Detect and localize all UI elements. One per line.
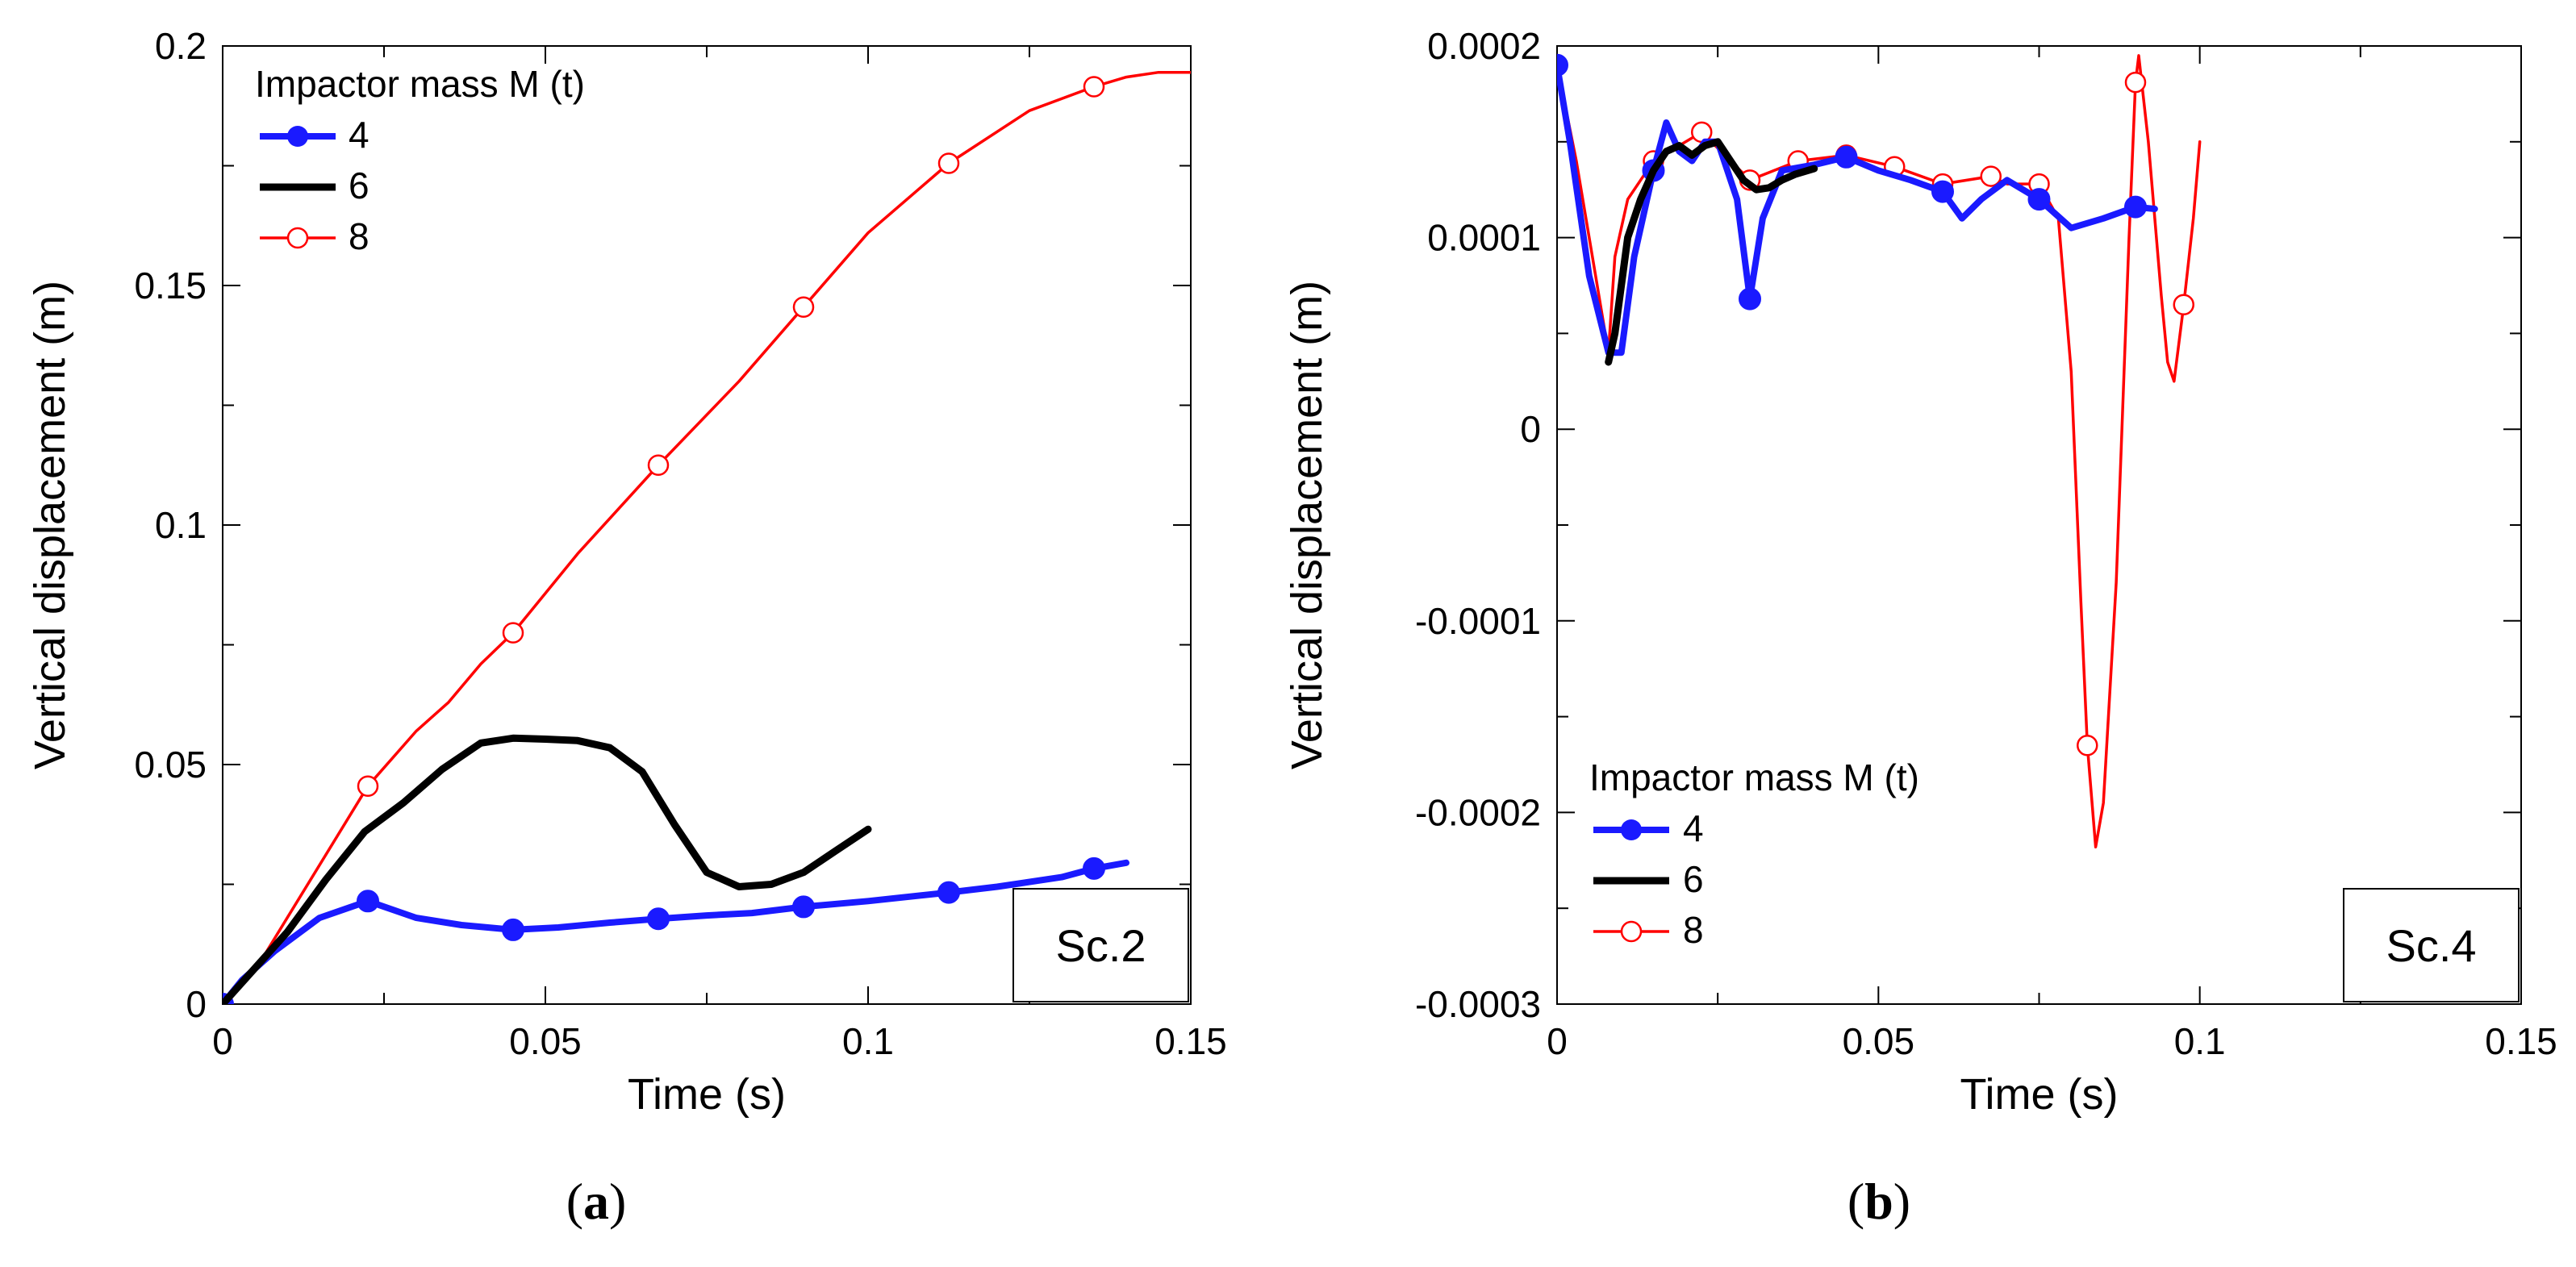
y-tick-label: -0.0002 (1415, 791, 1541, 833)
series-group (223, 70, 1191, 1004)
series-marker-8 (2077, 734, 2098, 756)
legend-marker-8 (286, 227, 309, 249)
scenario-tag-box (1012, 888, 1189, 1002)
legend-label-8: 8 (349, 215, 369, 257)
legend: Impactor mass M (t) 4 6 8 (1589, 756, 1919, 951)
series-marker-4 (357, 890, 379, 913)
legend-marker-4 (287, 126, 308, 147)
y-tick-label: -0.0003 (1415, 983, 1541, 1025)
legend-label-6: 6 (1683, 858, 1704, 900)
series-marker-8 (357, 775, 379, 797)
series-marker-8 (792, 296, 815, 318)
legend-title: Impactor mass M (t) (255, 63, 585, 105)
legend: Impactor mass M (t) 4 6 8 (255, 63, 585, 257)
y-tick-label: 0.05 (134, 744, 207, 786)
caption-close-paren: ) (609, 1173, 626, 1230)
y-tick-label: -0.0001 (1415, 600, 1541, 642)
y-axis-title: Vertical displacement (m) (1283, 281, 1331, 769)
x-tick-label: 0.1 (2174, 1020, 2226, 1062)
series-marker-8 (2173, 294, 2194, 316)
legend-marker-8 (1620, 920, 1643, 943)
series-marker-4 (1083, 856, 1105, 880)
series-line-4 (1557, 61, 2158, 356)
series-line-6 (223, 734, 872, 1004)
series-marker-8 (502, 622, 524, 644)
series-marker-4 (792, 895, 815, 919)
panel-label: b (1864, 1173, 1893, 1230)
x-tick-label: 0 (1547, 1020, 1568, 1062)
y-tick-label: 0 (186, 983, 207, 1025)
series-marker-8 (1083, 76, 1105, 98)
series-marker-4 (1557, 53, 1568, 77)
series-line-8 (223, 70, 1191, 1004)
y-axis-title: Vertical displacement (m) (26, 281, 74, 769)
panel-label: a (583, 1173, 609, 1230)
series-marker-8 (647, 454, 670, 476)
panel-caption: (b) (1847, 1173, 1910, 1230)
legend-label-6: 6 (349, 165, 369, 206)
series-marker-4 (2027, 188, 2051, 211)
series-marker-8 (937, 152, 960, 174)
caption-open-paren: ( (1847, 1173, 1864, 1230)
series-marker-4 (1835, 145, 1858, 169)
panel-caption: (a) (566, 1173, 627, 1230)
series-marker-8 (1980, 165, 2002, 187)
x-tick-label: 0.1 (842, 1020, 894, 1062)
series-marker-4 (2124, 195, 2147, 219)
x-tick-label: 0.05 (1843, 1020, 1915, 1062)
series-marker-4 (1739, 287, 1761, 310)
y-tick-label: 0.1 (155, 504, 207, 546)
chart-panel-b: 0 0.05 0.1 0.15 -0.0003 -0.0002 -0.0001 0 0.0001… (1283, 25, 2557, 1230)
caption-open-paren: ( (566, 1173, 583, 1230)
legend-label-4: 4 (349, 114, 369, 156)
y-tick-label: 0 (1520, 408, 1541, 450)
series-group (1557, 53, 2202, 848)
y-tick-label: 0.0002 (1427, 25, 1541, 67)
scenario-tag-box (2343, 888, 2520, 1002)
chart-panel-a: 0 0.05 0.1 0.15 0 0.05 0.1 0.15 0.2 Time (s) Verti… (26, 25, 1227, 1230)
y-tick-label: 0.0001 (1427, 217, 1541, 259)
scenario-tag: Sc.2 (1055, 920, 1146, 971)
x-tick-label: 0 (212, 1020, 233, 1062)
x-tick-label: 0.05 (509, 1020, 582, 1062)
x-axis-title: Time (s) (628, 1070, 786, 1119)
caption-close-paren: ) (1893, 1173, 1910, 1230)
x-tick-label: 0.15 (1154, 1020, 1227, 1062)
legend-label-4: 4 (1683, 807, 1704, 849)
y-tick-label: 0.15 (134, 265, 207, 306)
series-marker-4 (647, 907, 670, 931)
scenario-tag: Sc.4 (2386, 920, 2476, 971)
y-tick-label: 0.2 (155, 25, 207, 67)
series-marker-8 (2124, 71, 2147, 94)
series-marker-4 (502, 918, 524, 941)
x-axis-title: Time (s) (1960, 1070, 2119, 1119)
series-marker-4 (937, 881, 960, 904)
series-marker-4 (1931, 180, 1954, 203)
legend-marker-4 (1621, 819, 1642, 840)
legend-title: Impactor mass M (t) (1589, 756, 1919, 798)
series-line-4 (223, 859, 1129, 1004)
x-tick-label: 0.15 (2485, 1020, 2557, 1062)
legend-label-8: 8 (1683, 909, 1704, 951)
series-line-6 (1605, 138, 1818, 366)
